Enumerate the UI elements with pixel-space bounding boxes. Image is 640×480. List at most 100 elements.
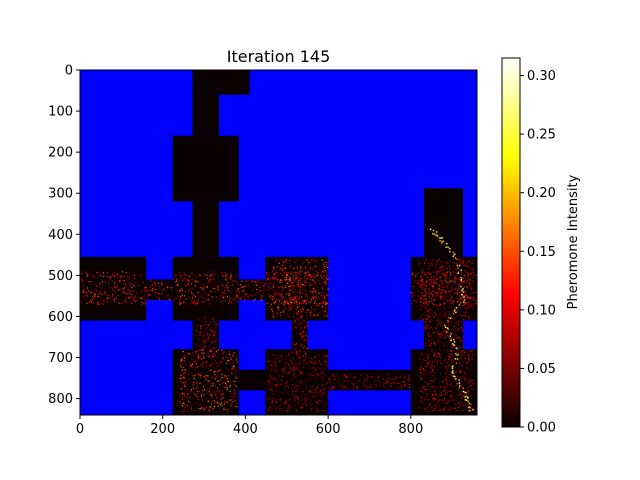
pheromone-cell: [422, 295, 424, 297]
pheromone-cell: [320, 292, 322, 294]
pheromone-cell: [92, 283, 94, 285]
pheromone-cell: [296, 302, 298, 304]
pheromone-cell: [195, 354, 197, 356]
pheromone-cell: [319, 363, 321, 365]
pheromone-cell: [456, 354, 458, 356]
pheromone-cell: [402, 381, 404, 383]
pheromone-cell: [289, 280, 291, 282]
pheromone-cell: [322, 281, 324, 283]
pheromone-cell: [434, 233, 436, 236]
pheromone-cell: [216, 371, 218, 373]
pheromone-cell: [298, 312, 300, 314]
pheromone-cell: [466, 387, 468, 389]
pheromone-cell: [338, 383, 340, 385]
pheromone-cell: [468, 381, 470, 383]
pheromone-cell: [199, 286, 201, 289]
pheromone-cell: [292, 282, 294, 284]
pheromone-cell: [394, 377, 396, 379]
pheromone-cell: [180, 388, 182, 390]
pheromone-cell: [243, 286, 245, 288]
pheromone-cell: [225, 382, 227, 384]
pheromone-cell: [292, 275, 295, 277]
pheromone-cell: [439, 348, 441, 350]
pheromone-cell: [93, 276, 95, 278]
pheromone-cell: [447, 355, 449, 357]
pheromone-cell: [225, 280, 227, 282]
pheromone-cell: [430, 283, 432, 285]
pheromone-cell: [89, 281, 91, 283]
pheromone-cell: [309, 360, 311, 362]
pheromone-cell: [239, 290, 241, 292]
pheromone-cell: [459, 403, 461, 405]
pheromone-cell: [291, 285, 293, 287]
pheromone-cell: [227, 290, 229, 292]
pheromone-cell: [168, 298, 170, 300]
pheromone-cell: [424, 398, 426, 400]
pheromone-cell: [315, 304, 317, 306]
open-region-right-room: [410, 256, 477, 321]
pheromone-cell: [350, 387, 352, 389]
pheromone-cell: [420, 292, 422, 294]
pheromone-cell: [122, 289, 124, 291]
pheromone-cell: [472, 408, 474, 411]
pheromone-cell: [131, 284, 133, 286]
pheromone-cell: [136, 292, 138, 294]
pheromone-cell: [206, 332, 208, 334]
pheromone-cell: [424, 327, 427, 329]
pheromone-cell: [230, 278, 232, 280]
pheromone-cell: [424, 307, 426, 309]
pheromone-cell: [428, 410, 430, 412]
pheromone-cell: [448, 265, 450, 267]
pheromone-cell: [217, 285, 219, 287]
pheromone-cell: [189, 391, 191, 393]
pheromone-cell: [303, 331, 305, 333]
pheromone-cell: [253, 299, 255, 302]
pheromone-cell: [294, 262, 296, 264]
pheromone-cell: [272, 389, 274, 391]
pheromone-cell: [197, 396, 199, 398]
pheromone-cell: [307, 337, 309, 339]
pheromone-cell: [317, 364, 319, 366]
pheromone-cell: [469, 305, 471, 307]
pheromone-cell: [286, 358, 288, 360]
pheromone-cell: [451, 340, 453, 342]
pheromone-cell: [461, 294, 463, 296]
pheromone-cell: [453, 338, 455, 341]
pheromone-cell: [428, 328, 430, 330]
pheromone-cell: [423, 358, 425, 360]
pheromone-cell: [212, 384, 214, 386]
pheromone-cell: [430, 377, 432, 379]
pheromone-cell: [422, 403, 424, 405]
pheromone-cell: [221, 397, 223, 399]
pheromone-cell: [458, 285, 460, 287]
pheromone-cell: [442, 297, 444, 299]
pheromone-cell: [245, 280, 247, 282]
pheromone-cell: [181, 392, 184, 394]
colorbar-ticks: 0.000.050.100.150.200.250.30: [520, 69, 556, 436]
pheromone-cell: [451, 297, 453, 299]
pheromone-cell: [445, 292, 447, 294]
pheromone-cell: [466, 378, 468, 380]
pheromone-cell: [445, 379, 447, 381]
pheromone-cell: [439, 291, 441, 293]
pheromone-cell: [379, 385, 381, 387]
pheromone-cell: [283, 387, 285, 389]
pheromone-cell: [279, 384, 281, 386]
pheromone-cell: [199, 376, 201, 378]
pheromone-cell: [192, 392, 195, 394]
pheromone-cell: [207, 375, 209, 377]
pheromone-cell: [267, 278, 269, 280]
pheromone-cell: [459, 291, 461, 293]
pheromone-cell: [475, 303, 477, 305]
pheromone-cell: [215, 402, 217, 404]
pheromone-cell: [293, 267, 295, 269]
pheromone-cell: [457, 277, 459, 279]
pheromone-cell: [273, 289, 275, 291]
pheromone-cell: [204, 335, 206, 338]
pheromone-cell: [147, 279, 149, 281]
pheromone-cell: [440, 237, 442, 239]
pheromone-cell: [470, 268, 472, 270]
pheromone-cell: [424, 390, 426, 392]
pheromone-cell: [434, 272, 436, 274]
pheromone-cell: [267, 278, 269, 280]
